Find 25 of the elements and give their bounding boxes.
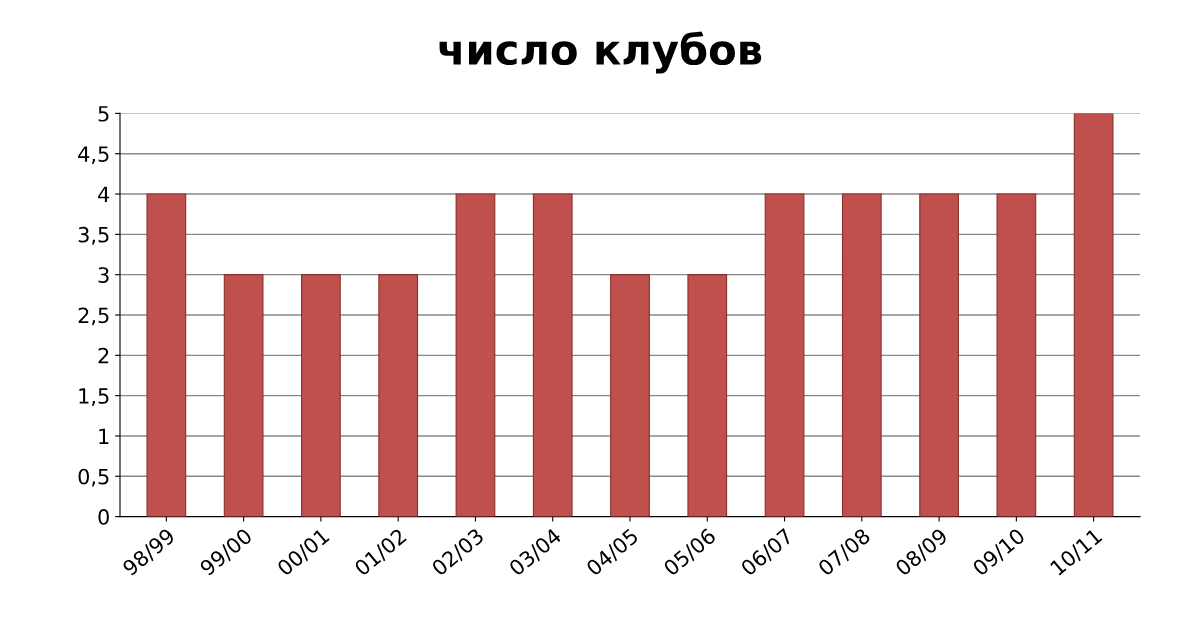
bar [378,274,419,517]
y-tick-label: 3 [98,267,109,283]
bar [996,193,1037,517]
chart-title: число клубов [439,31,762,74]
y-tick-label: 2,5 [78,307,109,326]
y-tick-label: 2 [98,347,109,364]
y-tick-label: 0 [98,509,109,525]
bar [301,274,341,517]
bar [841,193,882,517]
y-tick-label: 4 [98,186,110,202]
bar [1073,113,1114,517]
bar [532,193,573,517]
y-tick-label: 3,5 [78,226,109,245]
y-tick-label: 1 [99,428,109,444]
y-tick-label: 4,5 [78,146,109,165]
y-tick-label: 1,5 [79,388,109,406]
bar [223,274,264,517]
bar [610,274,650,517]
bar [919,193,959,517]
bar [687,274,728,517]
bar [146,193,187,517]
bar [764,193,805,517]
bar [455,193,496,517]
y-tick-label: 5 [98,106,109,122]
y-tick-label: 0,5 [78,468,109,487]
